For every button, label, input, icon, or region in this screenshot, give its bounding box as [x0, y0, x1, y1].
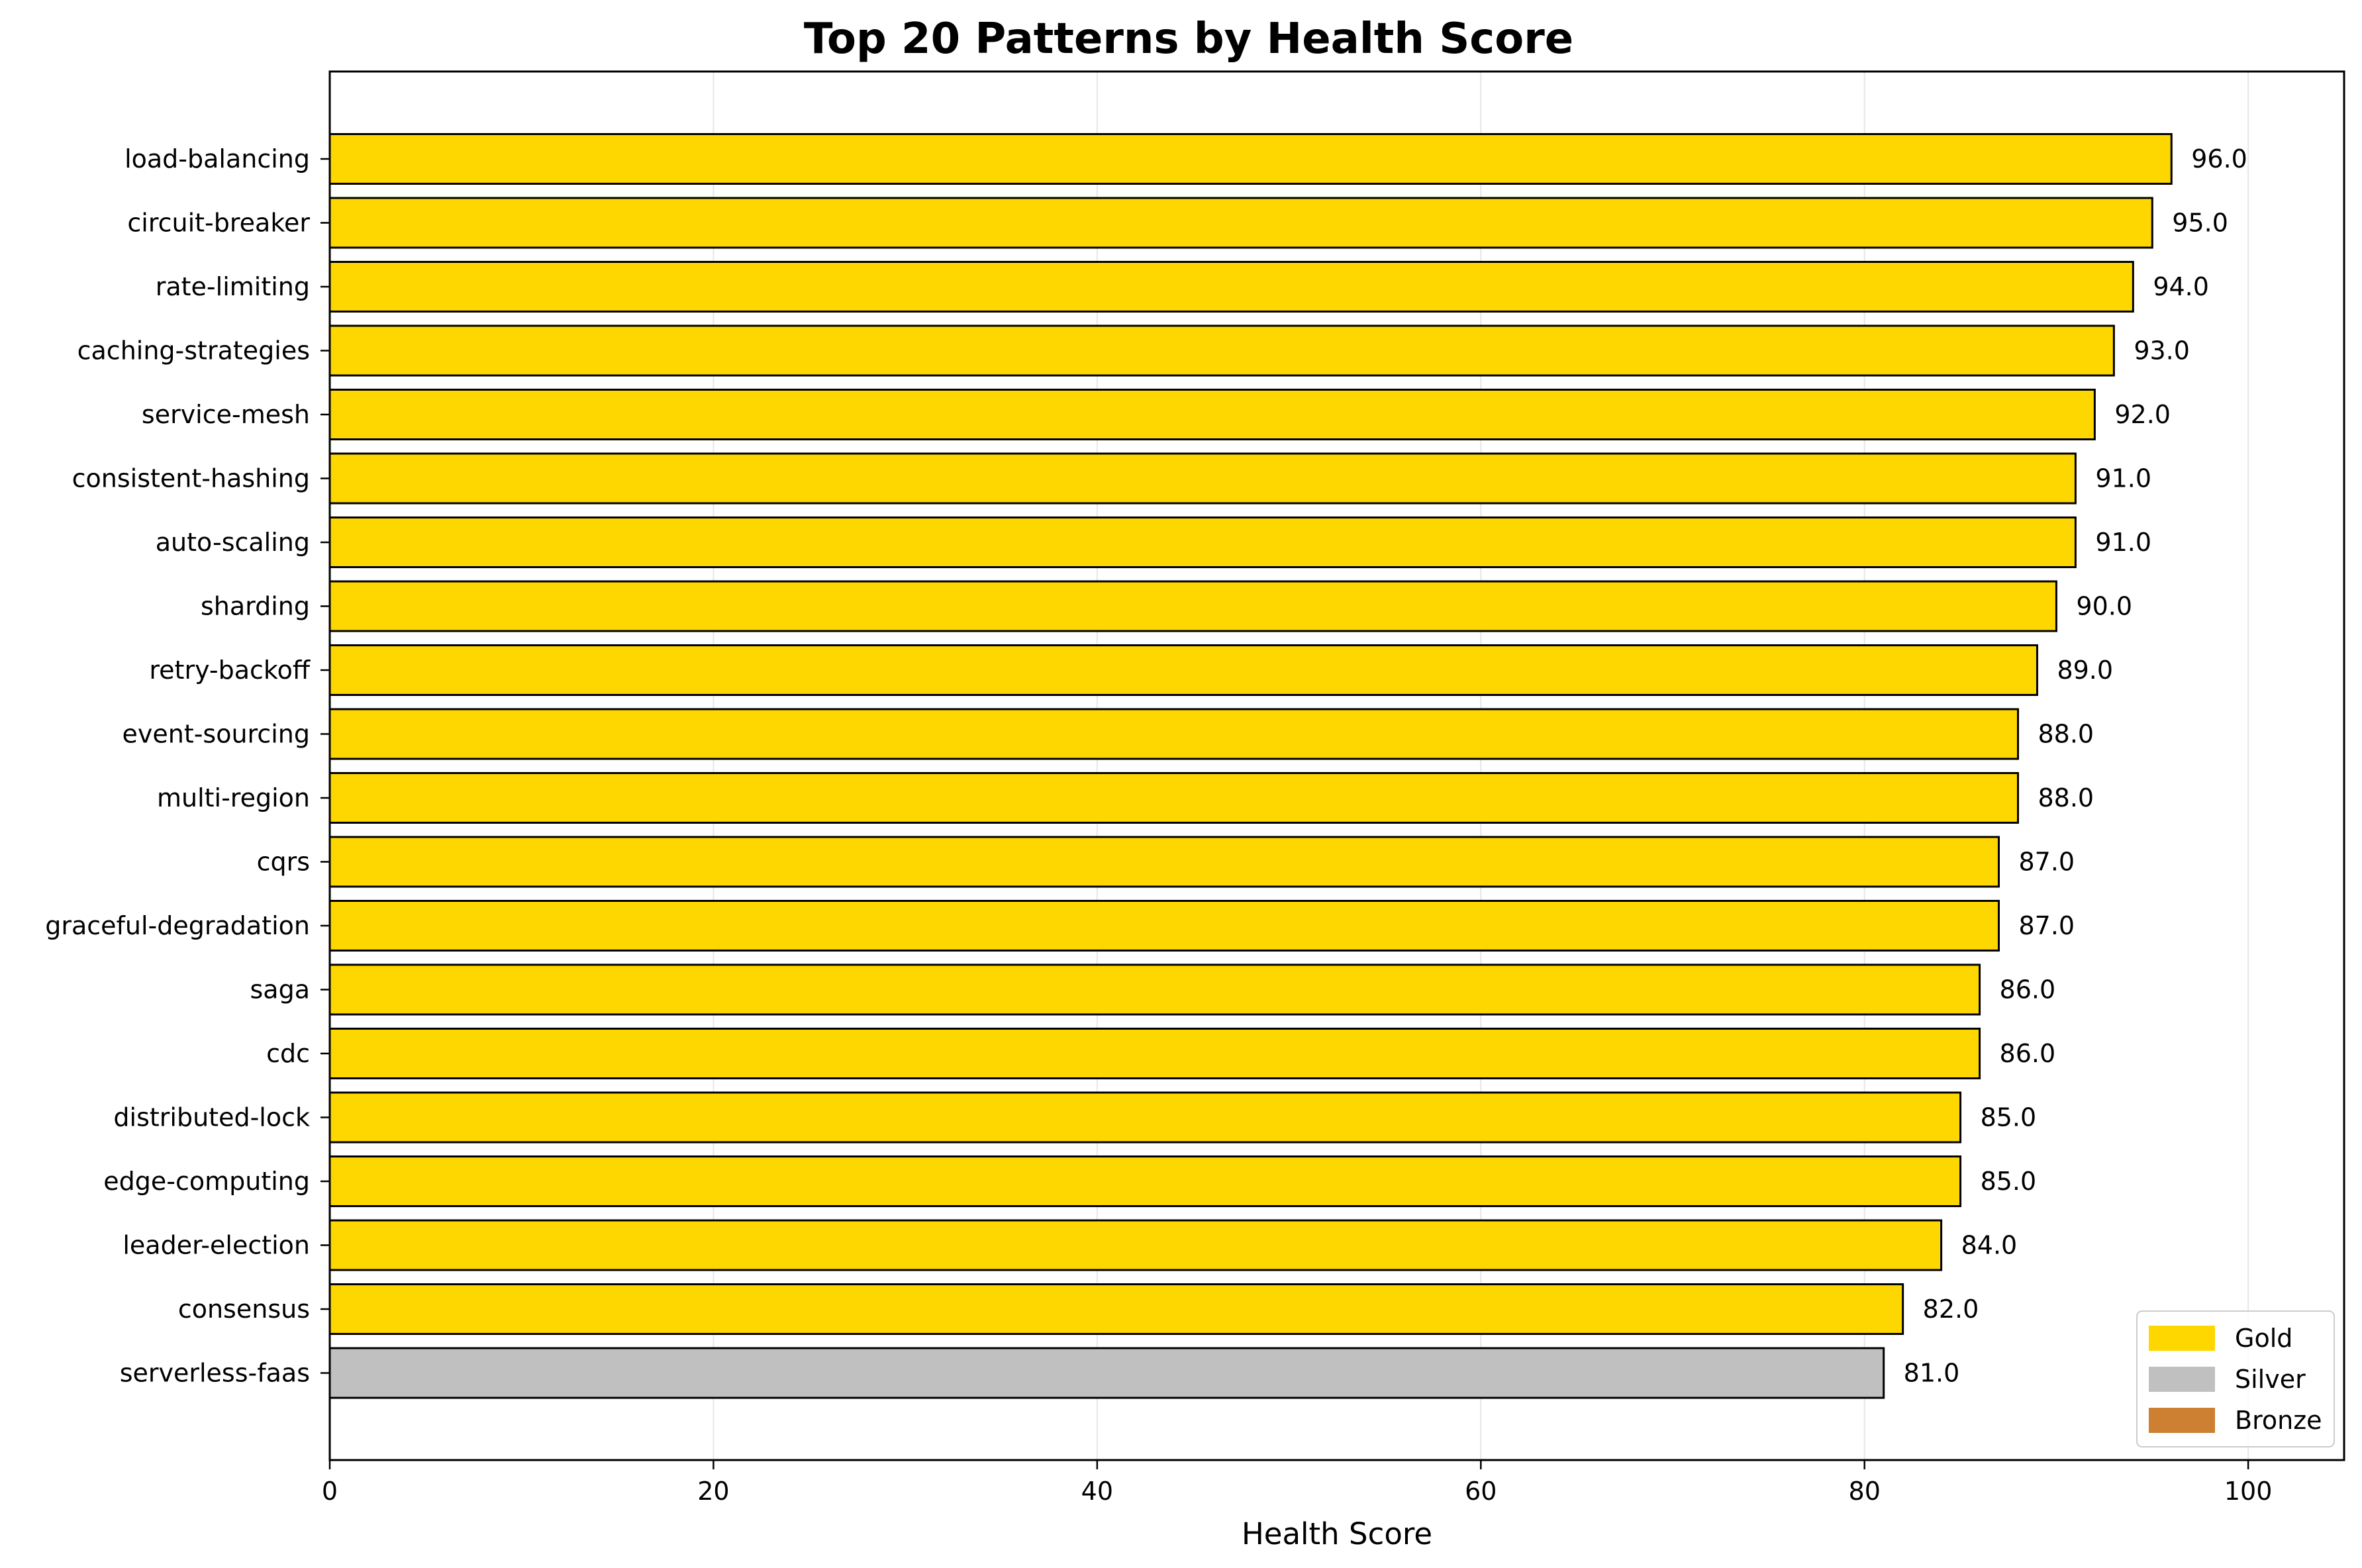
legend-label: Silver [2235, 1365, 2306, 1394]
bars [328, 133, 2173, 1399]
x-axis-label: Health Score [1242, 1516, 1432, 1551]
x-tick-label: 40 [1081, 1477, 1113, 1506]
y-tick-label: sharding [201, 592, 310, 621]
bar-value-label: 85.0 [1981, 1103, 2037, 1132]
bar [328, 1283, 1904, 1335]
bar-value-label: 94.0 [2153, 272, 2209, 301]
bar-value-label: 89.0 [2057, 656, 2113, 685]
y-tick-label: graceful-degradation [45, 911, 310, 940]
y-tick-label: cdc [266, 1039, 310, 1068]
bar-value-label: 84.0 [1961, 1231, 2018, 1260]
bar [328, 772, 2019, 824]
y-tick-label: leader-election [123, 1231, 310, 1260]
x-axis-ticks: 0 20 40 60 80 100 [322, 1460, 2273, 1506]
bar-value-label: 88.0 [2038, 720, 2094, 749]
y-tick-label: consensus [178, 1295, 310, 1324]
bar-value-label: 86.0 [2000, 1039, 2056, 1068]
bar-value-label: 86.0 [2000, 975, 2056, 1004]
bar-value-label: 87.0 [2019, 848, 2075, 877]
bar-value-label: 87.0 [2019, 911, 2075, 940]
y-tick-label: cqrs [257, 848, 310, 877]
bar [328, 1028, 1981, 1079]
y-tick-label: saga [250, 975, 311, 1004]
y-tick-label: caching-strategies [77, 336, 310, 366]
bar-value-label: 91.0 [2095, 528, 2151, 557]
legend-swatch [2149, 1326, 2215, 1351]
y-tick-label: service-mesh [142, 400, 310, 429]
value-labels: 96.0 95.0 94.0 93.0 92.0 91.0 91.0 90.0 89.0 88.0… [1904, 144, 2247, 1388]
bar-value-label: 96.0 [2191, 144, 2247, 173]
bar [328, 133, 2173, 185]
y-tick-label: event-sourcing [122, 720, 310, 749]
y-tick-label: multi-region [157, 783, 310, 812]
bar-value-label: 90.0 [2076, 592, 2132, 621]
y-tick-label: auto-scaling [156, 528, 310, 557]
bar [328, 516, 2077, 568]
bar [328, 836, 2000, 888]
chart-title: Top 20 Patterns by Health Score [804, 15, 1573, 64]
bar [328, 389, 2096, 440]
y-tick-label: consistent-hashing [72, 464, 310, 493]
legend-label: Bronze [2235, 1406, 2322, 1435]
legend: Gold Silver Bronze [2136, 1310, 2335, 1447]
bar [328, 708, 2019, 760]
legend-label: Gold [2235, 1324, 2292, 1353]
y-tick-label: distributed-lock [113, 1103, 310, 1132]
y-tick-label: load-balancing [124, 144, 310, 173]
bar-value-label: 93.0 [2134, 336, 2190, 366]
bar [328, 324, 2115, 377]
x-tick-label: 20 [697, 1477, 729, 1506]
bar [328, 452, 2077, 505]
bar [328, 261, 2134, 313]
y-tick-label: circuit-breaker [127, 209, 310, 238]
y-axis-ticks: load-balancing circuit-breaker rate-limiti… [45, 144, 330, 1388]
plot-frame [328, 70, 2345, 1461]
bar-value-label: 85.0 [1981, 1167, 2037, 1196]
bar-value-label: 92.0 [2114, 400, 2171, 429]
x-tick-label: 0 [322, 1477, 338, 1506]
bar-value-label: 82.0 [1923, 1295, 1979, 1324]
y-tick-label: serverless-faas [120, 1359, 310, 1388]
bar-value-label: 81.0 [1904, 1359, 1960, 1388]
legend-swatch [2149, 1408, 2215, 1433]
y-tick-label: rate-limiting [156, 272, 310, 301]
bar [328, 1219, 1943, 1271]
bar [328, 1347, 1885, 1399]
bar [328, 1091, 1962, 1144]
bar [328, 1155, 1962, 1207]
legend-swatch [2149, 1367, 2215, 1392]
bar [328, 644, 2038, 696]
bar [328, 580, 2057, 632]
bar-value-label: 91.0 [2095, 464, 2151, 493]
bar [328, 963, 1981, 1016]
y-tick-label: retry-backoff [149, 656, 310, 685]
x-tick-label: 100 [2224, 1477, 2273, 1506]
bar [328, 197, 2153, 249]
y-tick-label: edge-computing [103, 1167, 310, 1196]
bar-value-label: 95.0 [2172, 209, 2228, 238]
x-tick-label: 80 [1849, 1477, 1881, 1506]
bar [328, 900, 2000, 952]
bar-value-label: 88.0 [2038, 783, 2094, 812]
x-tick-label: 60 [1465, 1477, 1497, 1506]
